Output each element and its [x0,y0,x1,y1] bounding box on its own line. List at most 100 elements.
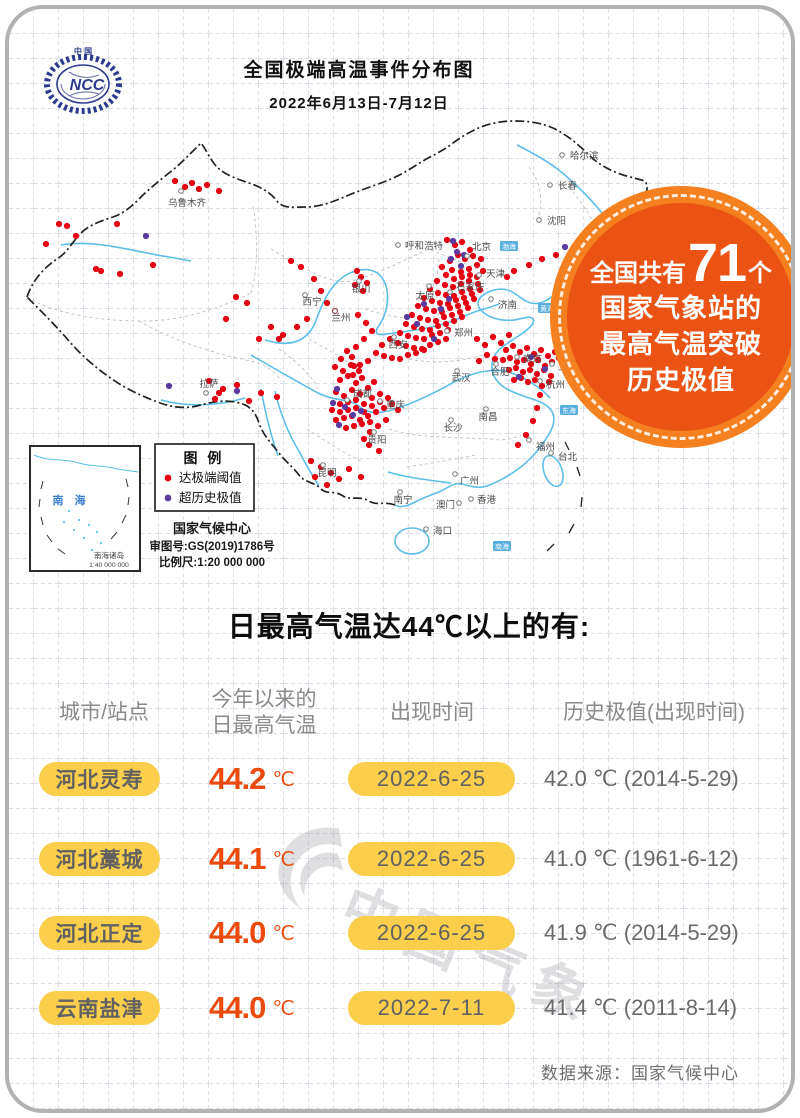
historical-record: 42.0 ℃ (2014-5-29) [544,766,739,791]
svg-text:南海: 南海 [495,542,509,551]
badge-line2: 国家气象站的 [599,293,762,323]
table-row: 河北灵寿 44.2 ℃ 2022-6-25 42.0 ℃ (2014-5-29) [9,761,791,798]
svg-text:昆明: 昆明 [317,468,336,479]
inset-scale-label: 1:40 000 000 [89,562,129,569]
infographic-card: 中 国 NCC 全国极端高温事件分布图 2022年6月13日-7月12日 [5,5,795,1113]
header-max-temp: 今年以来的 日最高气温 [211,688,317,737]
svg-text:沈阳: 沈阳 [547,215,566,227]
legend-item-red: 达极端阈值 [179,470,242,485]
temp-unit: ℃ [272,768,295,791]
svg-text:黄海: 黄海 [540,304,554,313]
inset-sea-label: 南 海 [52,493,89,507]
badge-dashed-ring [558,194,791,440]
svg-text:重庆: 重庆 [386,399,406,411]
historical-record: 41.9 ℃ (2014-5-29) [544,920,739,945]
national-boundary [26,120,648,552]
credit-agency: 国家气候中心 [173,521,251,536]
temp-unit: ℃ [272,997,295,1020]
map-legend: 图 例 达极端阈值 超历史极值 [154,443,255,512]
svg-text:西安: 西安 [388,339,407,351]
svg-text:香港: 香港 [477,494,497,506]
city-pill: 云南盐津 [39,991,160,1025]
header-date: 出现时间 [390,701,474,724]
table-row: 河北正定 44.0 ℃ 2022-6-25 41.9 ℃ (2014-5-29) [9,915,791,952]
badge-inner-circle: 全国共有 71 个 国家气象站的 最高气温突破 历史极值 [567,203,791,431]
legend-title: 图 例 [184,450,225,466]
svg-text:台北: 台北 [558,451,578,463]
map-title: 全国极端高温事件分布图 [243,60,475,81]
svg-text:合肥: 合肥 [490,366,510,378]
map-credits: 国家气候中心 审图号:GS(2019)1786号 比例尺:1:20 000 00… [149,521,274,569]
svg-text:武汉: 武汉 [451,372,471,384]
ncc-logo-icon: 中 国 NCC [44,46,122,114]
svg-text:乌鲁木齐: 乌鲁木齐 [168,197,207,209]
date-pill: 2022-7-11 [348,991,515,1025]
header-city: 城市/站点 [59,701,149,724]
svg-text:郑州: 郑州 [454,327,473,339]
temp-unit: ℃ [272,922,295,945]
svg-text:广州: 广州 [460,475,479,487]
svg-text:澳门: 澳门 [436,499,455,511]
city-pill: 河北藁城 [39,842,160,876]
svg-text:北京: 北京 [472,241,491,253]
legend-purple-dot-icon [164,494,172,502]
table-row: 河北藁城 44.1 ℃ 2022-6-25 41.0 ℃ (1961-6-12) [9,841,791,878]
record-count-badge: 全国共有 71 个 国家气象站的 最高气温突破 历史极值 [550,186,791,448]
temp-value: 44.2 [209,761,266,796]
city-pill: 河北灵寿 [39,762,160,796]
data-source: 数据来源：国家气候中心 [541,1064,739,1083]
temp-value: 44.0 [209,990,266,1025]
svg-text:东海: 东海 [562,406,576,415]
svg-text:南京: 南京 [523,353,542,365]
city-pill: 河北正定 [39,916,160,950]
svg-text:南昌: 南昌 [478,411,497,423]
svg-text:福州: 福州 [536,441,555,453]
svg-text:济南: 济南 [498,299,517,311]
badge-line3: 最高气温突破 [599,329,762,359]
province-boundaries [26,166,594,468]
svg-text:海口: 海口 [433,525,452,537]
temp-value: 44.0 [209,915,266,950]
historical-record: 41.4 ℃ (2011-8-14) [544,995,738,1020]
svg-text:呼和浩特: 呼和浩特 [405,240,444,252]
logo-top-text: 中 国 [74,46,92,56]
svg-text:兰州: 兰州 [331,312,350,324]
date-pill: 2022-6-25 [348,842,515,876]
badge-prefix: 全国共有 [589,260,686,287]
svg-text:渤海: 渤海 [502,242,516,251]
logo-ncc-text: NCC [70,77,105,94]
legend-red-dot-icon [164,474,172,482]
extreme-threshold-dots [42,177,597,489]
svg-text:长春: 长春 [558,180,578,192]
map-date-range: 2022年6月13日-7月12日 [269,95,449,112]
badge-suffix: 个 [748,260,773,287]
credit-approval: 审图号:GS(2019)1786号 [149,539,274,553]
svg-text:石家庄: 石家庄 [456,281,485,293]
historical-record: 41.0 ℃ (1961-6-12) [544,846,739,871]
svg-text:贵阳: 贵阳 [367,434,386,446]
table-row: 云南盐津 44.0 ℃ 2022-7-11 41.4 ℃ (2011-8-14) [9,990,791,1027]
svg-text:杭州: 杭州 [546,379,565,391]
badge-line4: 历史极值 [626,365,735,395]
badge-count: 71 [687,233,747,293]
svg-text:南宁: 南宁 [393,494,412,506]
svg-text:成都: 成都 [353,388,373,400]
date-pill: 2022-6-25 [348,916,515,950]
svg-text:拉萨: 拉萨 [199,378,219,390]
svg-text:长沙: 长沙 [443,422,463,434]
credit-scale: 比例尺:1:20 000 000 [159,555,265,569]
svg-text:天津: 天津 [486,269,506,280]
map-title-block: 全国极端高温事件分布图 2022年6月13日-7月12日 [189,55,529,113]
record-breaking-dots [142,232,569,429]
svg-text:太原: 太原 [415,290,434,302]
date-pill: 2022-6-25 [348,762,515,796]
inset-islands-label: 南海诸岛 [94,550,124,560]
svg-text:银川: 银川 [351,283,370,295]
temp-value: 44.1 [209,841,266,876]
header-record: 历史极值(出现时间) [563,701,745,724]
svg-text:西宁: 西宁 [302,296,321,308]
svg-text:哈尔滨: 哈尔滨 [570,150,599,162]
